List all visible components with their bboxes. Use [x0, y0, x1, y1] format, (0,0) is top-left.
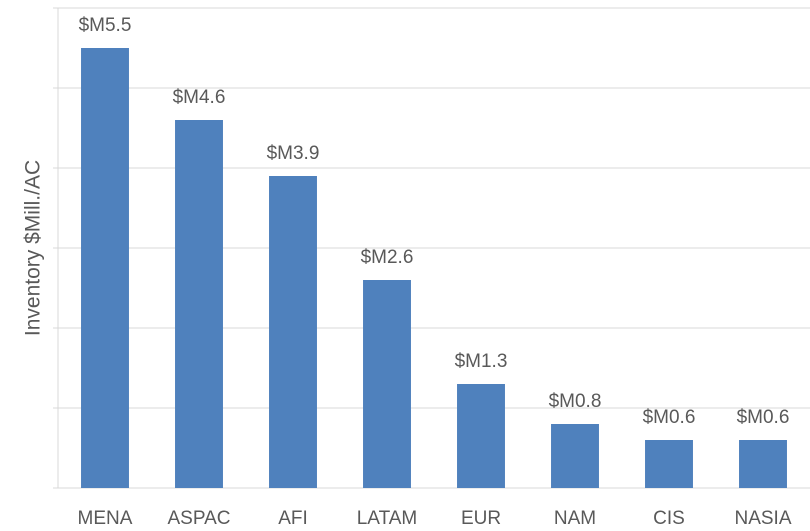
bar [457, 384, 505, 488]
bar [269, 176, 317, 488]
data-label: $M2.6 [361, 247, 414, 268]
data-label: $M0.6 [737, 407, 790, 428]
data-label: $M0.8 [549, 391, 602, 412]
bar [739, 440, 787, 488]
data-label: $M3.9 [267, 143, 320, 164]
data-label: $M5.5 [79, 15, 132, 36]
data-label: $M0.6 [643, 407, 696, 428]
bar [363, 280, 411, 488]
bar [645, 440, 693, 488]
x-tick-label: MENA [78, 508, 133, 529]
bar [551, 424, 599, 488]
x-tick-label: CIS [653, 508, 685, 529]
x-tick-label: AFI [278, 508, 308, 529]
data-label: $M4.6 [173, 87, 226, 108]
x-tick-label: LATAM [357, 508, 418, 529]
y-axis-label: Inventory $Mill./AC [22, 160, 45, 336]
x-tick-label: NAM [554, 508, 596, 529]
x-tick-label: NASIA [734, 508, 791, 529]
x-tick-label: EUR [461, 508, 501, 529]
bar [175, 120, 223, 488]
data-label: $M1.3 [455, 351, 508, 372]
bar [81, 48, 129, 488]
x-tick-label: ASPAC [167, 508, 230, 529]
